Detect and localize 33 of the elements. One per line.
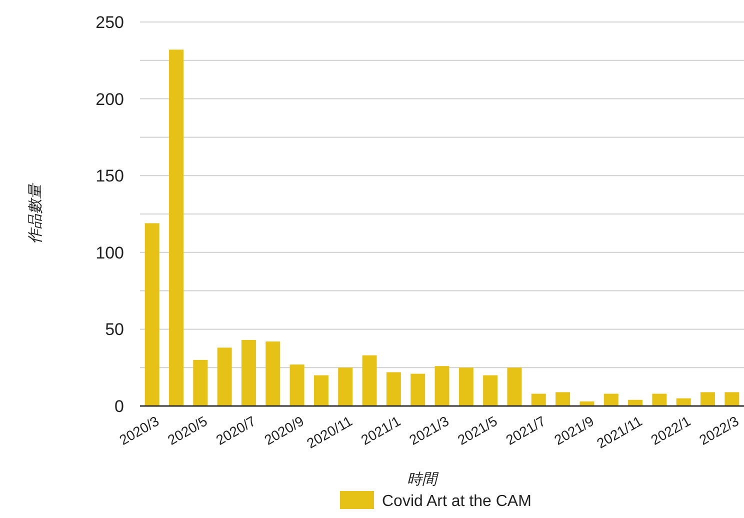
bar xyxy=(314,375,328,406)
bar xyxy=(266,341,280,406)
bar xyxy=(144,223,160,406)
bar xyxy=(458,368,474,406)
legend-label: Covid Art at the CAM xyxy=(382,493,532,510)
bar xyxy=(362,355,377,406)
bar xyxy=(434,366,450,406)
y-tick-label: 100 xyxy=(96,243,124,262)
bar xyxy=(507,368,522,406)
bar xyxy=(290,364,304,406)
bar xyxy=(193,360,208,406)
bar xyxy=(217,348,232,406)
bar xyxy=(676,398,691,406)
bar xyxy=(483,375,498,406)
bar xyxy=(724,392,740,406)
bar xyxy=(410,374,426,406)
bar xyxy=(628,400,643,406)
y-tick-label: 150 xyxy=(96,166,124,186)
bar xyxy=(700,392,716,406)
x-axis-title: 時間 xyxy=(407,471,439,488)
bar xyxy=(604,394,618,406)
bar xyxy=(531,394,546,406)
y-tick-label: 0 xyxy=(114,397,124,416)
bar xyxy=(241,340,256,406)
y-axis-title: 作品數量 xyxy=(27,182,44,244)
bar xyxy=(556,392,570,406)
bar xyxy=(168,50,184,406)
bar xyxy=(386,372,401,406)
bar xyxy=(338,368,353,406)
bar xyxy=(652,394,667,406)
y-tick-label: 50 xyxy=(105,320,124,340)
y-tick-label: 250 xyxy=(96,13,124,32)
y-tick-label: 200 xyxy=(96,90,124,109)
